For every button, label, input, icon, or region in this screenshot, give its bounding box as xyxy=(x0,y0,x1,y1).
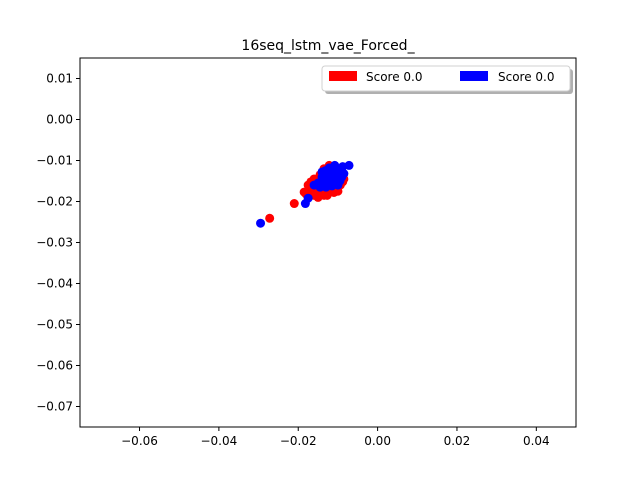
y-tick-label: −0.04 xyxy=(36,277,73,291)
scatter-point xyxy=(256,218,266,228)
y-tick-label: 0.01 xyxy=(46,72,73,86)
y-axis: 0.01 0.00 −0.01 −0.02 −0.03 −0.04 −0.05 −0.06 −0… xyxy=(36,72,80,414)
scatter-point xyxy=(322,190,332,200)
x-tick-label: 0.02 xyxy=(444,434,471,448)
x-tick-label: −0.06 xyxy=(121,434,158,448)
legend-label-blue: Score 0.0 xyxy=(498,70,555,84)
plot-area xyxy=(79,57,577,428)
y-tick-label: −0.01 xyxy=(36,154,73,168)
series-blue xyxy=(256,160,354,228)
scatter-point xyxy=(265,213,275,223)
y-tick-label: −0.05 xyxy=(36,318,73,332)
y-tick-label: −0.03 xyxy=(36,236,73,250)
plot-background xyxy=(80,58,576,427)
x-tick-label: 0.00 xyxy=(364,434,391,448)
chart-title: 16seq_lstm_vae_Forced_ xyxy=(241,38,415,54)
scatter-point xyxy=(339,169,349,179)
legend-label-red: Score 0.0 xyxy=(366,70,423,84)
legend: Score 0.0 Score 0.0 xyxy=(321,65,573,94)
scatter-point xyxy=(317,167,327,177)
points-layer xyxy=(256,160,354,228)
x-axis: −0.06 −0.04 −0.02 0.00 0.02 0.04 xyxy=(121,427,550,448)
scatter-point xyxy=(313,192,323,202)
scatter-point xyxy=(289,199,299,209)
scatter-point xyxy=(327,181,337,191)
scatter-point xyxy=(344,160,354,170)
y-tick-label: −0.07 xyxy=(36,400,73,414)
y-tick-label: −0.02 xyxy=(36,195,73,209)
x-tick-label: −0.02 xyxy=(280,434,317,448)
x-tick-label: 0.04 xyxy=(523,434,550,448)
y-tick-label: −0.06 xyxy=(36,359,73,373)
scatter-point xyxy=(324,163,334,173)
legend-swatch-blue xyxy=(460,71,488,81)
y-tick-label: 0.00 xyxy=(46,113,73,127)
x-tick-label: −0.04 xyxy=(200,434,237,448)
scatter-point xyxy=(303,193,313,203)
legend-box xyxy=(321,65,571,92)
legend-swatch-red xyxy=(329,71,357,81)
